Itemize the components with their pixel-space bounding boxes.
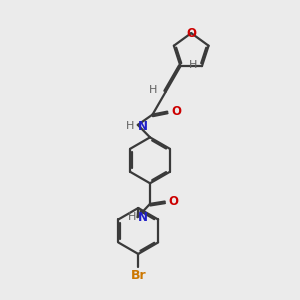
Text: O: O <box>171 105 181 118</box>
Text: H: H <box>189 60 198 70</box>
Text: H: H <box>126 122 134 131</box>
Text: H: H <box>128 212 136 222</box>
Text: Br: Br <box>130 269 146 282</box>
Text: O: O <box>169 195 178 208</box>
Text: O: O <box>186 27 196 40</box>
Text: N: N <box>138 120 148 133</box>
Text: H: H <box>149 85 158 95</box>
Text: N: N <box>138 211 148 224</box>
